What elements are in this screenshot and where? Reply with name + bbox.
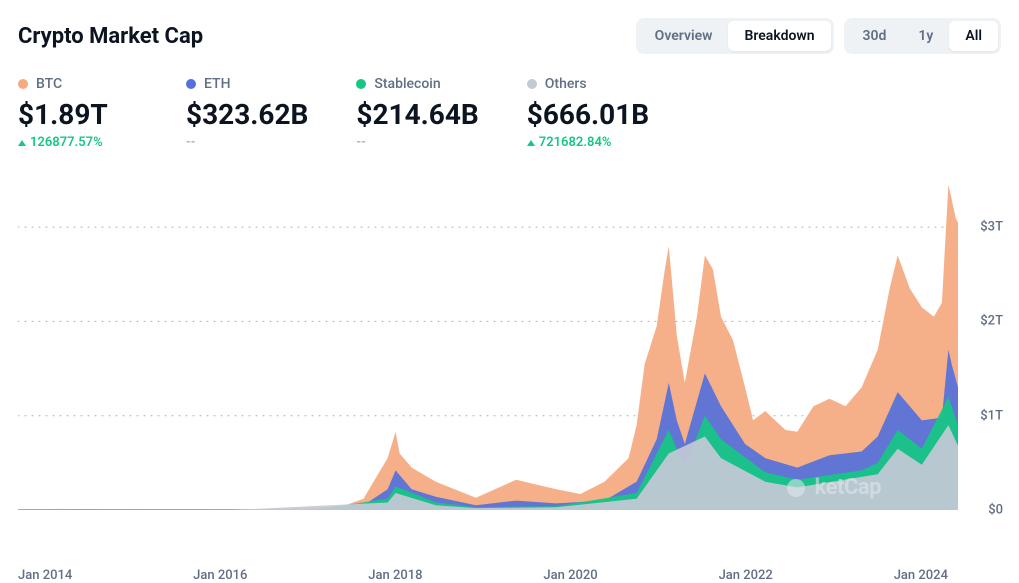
legend-dot-icon: [527, 79, 537, 89]
y-tick-label: $3T: [980, 220, 1003, 235]
legend-dot-icon: [18, 79, 28, 89]
x-tick-label: Jan 2018: [368, 568, 422, 583]
range-tabs: 30d1yAll: [844, 18, 1001, 54]
stat-change: --: [186, 135, 308, 150]
y-tick-label: $2T: [980, 314, 1003, 329]
stat-value: $1.89T: [18, 98, 138, 131]
legend-dot-icon: [186, 79, 196, 89]
caret-up-icon: [527, 140, 535, 146]
stat-label: Stablecoin: [374, 76, 440, 92]
stat-value: $214.64B: [356, 98, 478, 131]
stats-row: BTC $1.89T 126877.57% ETH $323.62B -- St…: [18, 76, 1001, 150]
tab-view-breakdown[interactable]: Breakdown: [728, 21, 830, 51]
caret-up-icon: [18, 140, 26, 146]
stat-label: Others: [545, 76, 587, 92]
stat-label: ETH: [204, 76, 231, 92]
stat-stable: Stablecoin $214.64B --: [356, 76, 478, 150]
stat-value: $666.01B: [527, 98, 649, 131]
tab-range-30d[interactable]: 30d: [847, 21, 903, 51]
stat-others: Others $666.01B 721682.84%: [527, 76, 649, 150]
x-tick-label: Jan 2022: [719, 568, 773, 583]
controls: OverviewBreakdown 30d1yAll: [636, 18, 1001, 54]
stacked-area-svg: [18, 180, 998, 510]
stat-change: 126877.57%: [18, 135, 138, 150]
stat-change: 721682.84%: [527, 135, 649, 150]
tab-view-overview[interactable]: Overview: [639, 21, 729, 51]
tab-range-1y[interactable]: 1y: [902, 21, 949, 51]
x-axis-labels: Jan 2014 Jan 2016 Jan 2018 Jan 2020 Jan 2022…: [18, 568, 958, 583]
x-tick-label: Jan 2016: [193, 568, 247, 583]
x-tick-label: Jan 2024: [894, 568, 948, 583]
stat-label: BTC: [36, 76, 62, 92]
page-title: Crypto Market Cap: [18, 24, 203, 49]
stat-change: --: [356, 135, 478, 150]
y-tick-label: $0: [988, 503, 1003, 518]
legend-dot-icon: [356, 79, 366, 89]
y-tick-label: $1T: [980, 408, 1003, 423]
view-tabs: OverviewBreakdown: [636, 18, 834, 54]
tab-range-all[interactable]: All: [949, 21, 998, 51]
stat-value: $323.62B: [186, 98, 308, 131]
x-tick-label: Jan 2020: [543, 568, 597, 583]
stat-eth: ETH $323.62B --: [186, 76, 308, 150]
chart-area-chart: $0$1T$2T$3T ketCap: [18, 180, 1001, 560]
x-tick-label: Jan 2014: [18, 568, 72, 583]
stat-btc: BTC $1.89T 126877.57%: [18, 76, 138, 150]
